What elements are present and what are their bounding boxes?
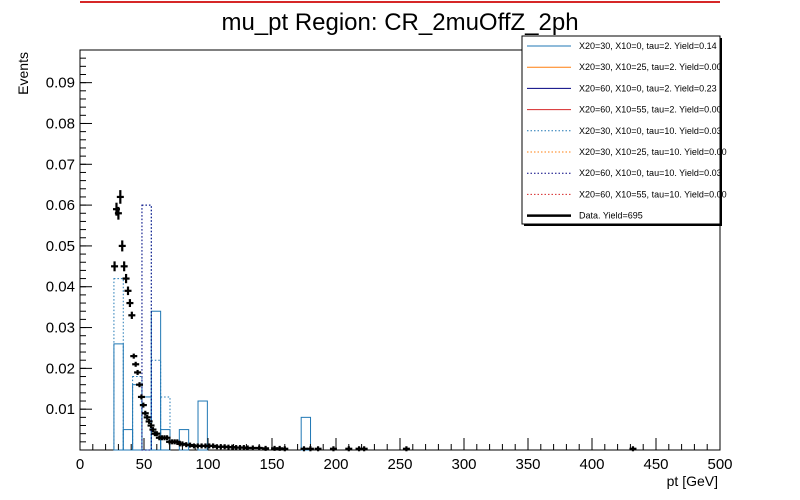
x-tick-label: 0 <box>76 456 84 473</box>
hist-bin <box>300 416 312 451</box>
y-tick-label: 0.08 <box>46 115 75 132</box>
y-tick-label: 0.07 <box>46 156 75 173</box>
x-tick-label: 250 <box>387 456 412 473</box>
legend-entry-label: X20=30, X10=0, tau=10. Yield=0.03 <box>579 126 722 136</box>
hist-bin <box>197 400 208 451</box>
x-tick-label: 100 <box>195 456 220 473</box>
y-tick-label: 0.09 <box>46 75 75 92</box>
hist-bin <box>150 359 162 451</box>
legend-entry-label: X20=60, X10=55, tau=10. Yield=0.00 <box>579 189 727 199</box>
x-tick-label: 150 <box>259 456 284 473</box>
hist-bin <box>160 396 171 451</box>
x-tick-label: 400 <box>579 456 604 473</box>
legend-entry-label: X20=30, X10=0, tau=2. Yield=0.14 <box>579 41 717 51</box>
data-points-group <box>111 190 637 452</box>
x-tick-label: 500 <box>707 456 732 473</box>
y-tick-label: 0.03 <box>46 320 75 337</box>
x-axis-label: pt [GeV] <box>667 473 718 489</box>
x-tick-label: 350 <box>515 456 540 473</box>
legend-entry-label: X20=60, X10=55, tau=2. Yield=0.00 <box>579 105 722 115</box>
y-axis: 0.01 0.02 0.03 0.04 0.05 0.06 0.07 0.08 0.09 <box>46 57 92 443</box>
legend-entry-label: X20=60, X10=0, tau=2. Yield=0.23 <box>579 83 717 93</box>
hist-bin <box>113 278 124 451</box>
hist-bin <box>178 429 190 451</box>
x-tick-label: 300 <box>451 456 476 473</box>
y-tick-label: 0.04 <box>46 279 75 296</box>
x-tick-label: 200 <box>323 456 348 473</box>
x-tick-label: 50 <box>136 456 153 473</box>
hist-bin <box>113 343 124 451</box>
legend: X20=30, X10=0, tau=2. Yield=0.14 X20=30, … <box>521 35 727 226</box>
legend-entry-label: X20=30, X10=25, tau=10. Yield=0.00 <box>579 147 727 157</box>
hist-bin <box>141 204 152 451</box>
y-tick-label: 0.01 <box>46 401 75 418</box>
y-tick-label: 0.06 <box>46 197 75 214</box>
x-axis: 0 50 100 150 200 250 300 350 400 450 500 <box>76 438 733 473</box>
hist-bin <box>132 376 143 451</box>
histogram-group <box>113 204 312 451</box>
chart-title: mu_pt Region: CR_2muOffZ_2ph <box>221 9 578 36</box>
y-tick-label: 0.05 <box>46 238 75 255</box>
legend-entry-label: Data. Yield=695 <box>579 211 643 221</box>
legend-entry-label: X20=60, X10=0, tau=10. Yield=0.03 <box>579 168 722 178</box>
hist-bin <box>150 310 162 451</box>
x-tick-label: 450 <box>643 456 668 473</box>
y-axis-label: Events <box>15 52 31 95</box>
legend-entry-label: X20=30, X10=25, tau=2. Yield=0.00 <box>579 62 722 72</box>
y-tick-label: 0.02 <box>46 360 75 377</box>
